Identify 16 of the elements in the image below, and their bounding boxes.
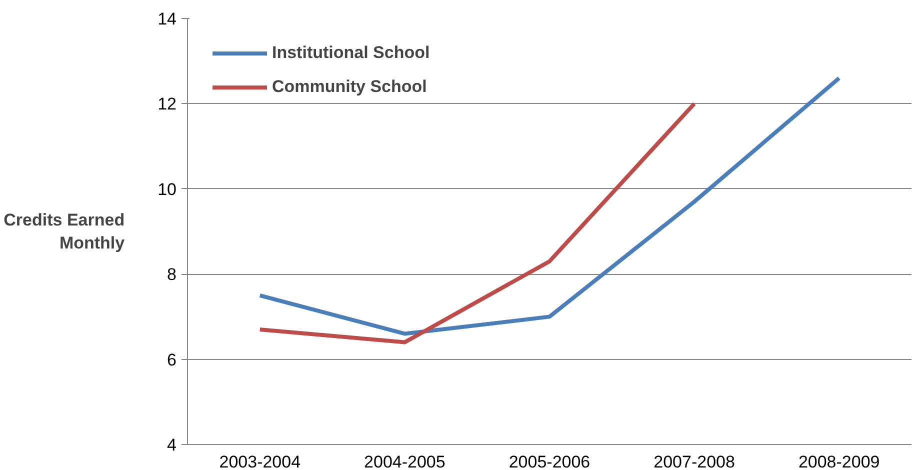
y-tick-label: 6 bbox=[167, 350, 177, 370]
line-series bbox=[258, 102, 696, 344]
legend-label: Community School bbox=[272, 77, 427, 97]
x-tick-label: 2005-2006 bbox=[508, 452, 590, 470]
y-tick-label: 10 bbox=[158, 180, 177, 199]
x-tick-label: 2007-2008 bbox=[654, 452, 735, 470]
legend-label: Institutional School bbox=[272, 43, 430, 63]
line-series bbox=[258, 76, 842, 336]
x-tick-label: 2008-2009 bbox=[798, 452, 880, 470]
y-tick-label: 4 bbox=[167, 436, 177, 454]
y-tick-label: 8 bbox=[167, 265, 177, 284]
y-tick-label: 12 bbox=[158, 94, 177, 114]
y-tick-label: 14 bbox=[158, 10, 177, 28]
y-axis-title: Credits Earned Monthly bbox=[4, 210, 126, 252]
x-tick-label: 2004-2005 bbox=[364, 452, 446, 470]
x-tick-label: 2003-2004 bbox=[219, 452, 301, 470]
